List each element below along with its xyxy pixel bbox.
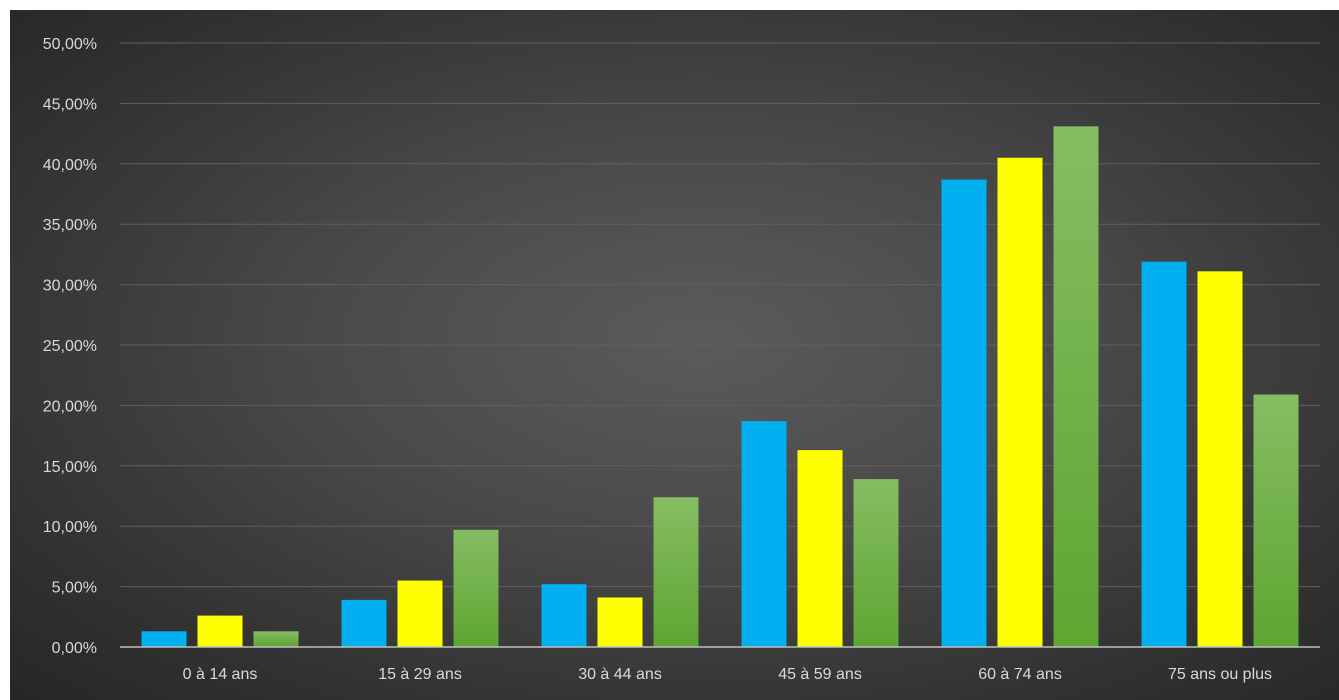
x-axis-ticks: 0 à 14 ans 15 à 29 ans 30 à 44 ans 45 à 59 … bbox=[183, 666, 1272, 683]
x-tick-label: 60 à 74 ans bbox=[978, 666, 1062, 683]
bar bbox=[453, 529, 499, 647]
bar bbox=[541, 584, 587, 647]
x-tick-label: 15 à 29 ans bbox=[378, 666, 462, 683]
bar bbox=[197, 615, 243, 647]
y-tick-label: 45,00% bbox=[43, 96, 97, 113]
y-tick-label: 0,00% bbox=[52, 640, 97, 657]
bar bbox=[741, 421, 787, 647]
y-tick-label: 15,00% bbox=[43, 459, 97, 476]
bar bbox=[1141, 261, 1187, 647]
y-tick-label: 35,00% bbox=[43, 217, 97, 234]
y-tick-label: 20,00% bbox=[43, 398, 97, 415]
x-tick-label: 45 à 59 ans bbox=[778, 666, 862, 683]
gridlines bbox=[120, 42, 1320, 588]
x-tick-label: 0 à 14 ans bbox=[183, 666, 258, 683]
y-tick-label: 40,00% bbox=[43, 157, 97, 174]
x-tick-label: 30 à 44 ans bbox=[578, 666, 662, 683]
bar bbox=[597, 597, 643, 647]
bar bbox=[853, 479, 899, 647]
bar bbox=[1197, 271, 1243, 647]
bar bbox=[341, 599, 387, 647]
bar bbox=[1053, 126, 1099, 648]
y-tick-label: 10,00% bbox=[43, 519, 97, 536]
bar bbox=[1253, 394, 1299, 647]
bar bbox=[797, 450, 843, 647]
y-tick-label: 25,00% bbox=[43, 338, 97, 355]
bars bbox=[141, 126, 1299, 648]
bar bbox=[253, 631, 299, 647]
bar bbox=[141, 631, 187, 647]
bar bbox=[941, 179, 987, 647]
y-tick-label: 5,00% bbox=[52, 580, 97, 597]
y-tick-label: 30,00% bbox=[43, 278, 97, 295]
y-tick-label: 50,00% bbox=[43, 36, 97, 53]
bar bbox=[397, 580, 443, 647]
bar bbox=[653, 497, 699, 647]
bar bbox=[997, 157, 1043, 647]
y-axis-ticks: 0,00% 5,00% 10,00% 15,00% 20,00% 25,00% 30,00%… bbox=[43, 36, 97, 657]
x-tick-label: 75 ans ou plus bbox=[1168, 666, 1272, 683]
